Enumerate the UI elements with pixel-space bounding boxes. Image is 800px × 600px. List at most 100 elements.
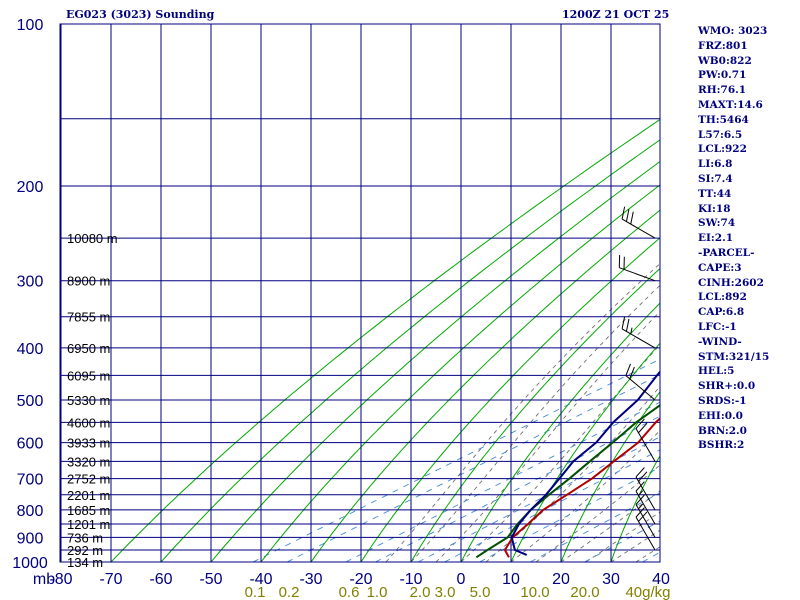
stat-item: LCL:922 — [698, 143, 747, 156]
wind-barb-staff — [621, 218, 656, 239]
height-label: 7855 m — [67, 310, 110, 325]
pressure-tick-label: 400 — [17, 341, 44, 358]
dry-adiabat — [460, 302, 660, 562]
wind-barb-feather — [629, 366, 635, 380]
wind-barb-feather — [625, 363, 632, 376]
stat-item: PW:0.71 — [698, 69, 747, 82]
wind-barb-staff — [625, 375, 656, 401]
dry-adiabat — [210, 160, 660, 562]
stat-item: L57:6.5 — [698, 128, 743, 141]
wind-barb-half-feather — [630, 327, 633, 335]
wind-barb-feather — [638, 511, 648, 522]
temperature-tick-label: 0 — [457, 571, 466, 588]
stat-item: LI:6.8 — [698, 158, 733, 171]
wind-barb-staff — [619, 267, 656, 282]
plot-frame — [59, 23, 661, 563]
stat-item: SW:74 — [698, 217, 736, 230]
wind-barb-half-feather — [638, 503, 644, 510]
stat-item: HEL:5 — [698, 365, 735, 378]
station-title: EG023 (3023) Sounding — [66, 8, 215, 21]
stat-item: FRZ:801 — [698, 39, 748, 52]
height-label: 5330 m — [67, 393, 110, 408]
pressure-tick-label: 800 — [17, 503, 44, 520]
stat-item: BRN:2.0 — [698, 424, 747, 437]
wind-barb-feather — [625, 318, 630, 332]
height-label: 736 m — [67, 530, 103, 545]
temperature-tick-label: 40 — [652, 571, 670, 588]
wind-barb-feather — [638, 422, 648, 434]
wind-barb-feather — [630, 211, 634, 225]
stability-index-panel: WMO: 3023 FRZ:801 WB0:822 PW:0.71 RH:76.1 MAX… — [698, 24, 798, 453]
mixing-ratio-line — [530, 492, 660, 562]
height-label: 1201 m — [67, 517, 110, 532]
wind-barb-staff — [621, 328, 656, 349]
temperature-tick-label: -10 — [399, 571, 422, 588]
stat-item: TH:5464 — [698, 113, 749, 126]
dry-adiabat — [310, 209, 660, 562]
pressure-tick-label: 200 — [17, 179, 44, 196]
wind-barb-staff — [635, 516, 656, 551]
dry-adiabat — [260, 184, 660, 562]
temperature-tick-label: 10 — [502, 571, 520, 588]
stat-item: WB0:822 — [698, 54, 752, 67]
height-label: 3933 m — [67, 436, 110, 451]
mixing-ratio-label: 10.0 — [520, 584, 549, 600]
stat-item: LFC:-1 — [698, 320, 737, 333]
wind-barb — [635, 507, 656, 551]
moist-adiabat — [410, 284, 660, 562]
sounding-datetime: 1200Z 21 OCT 25 — [562, 8, 670, 21]
height-label: 4600 m — [67, 415, 110, 430]
stat-item: SI:7.4 — [698, 172, 733, 185]
pressure-tick-label: 500 — [17, 393, 44, 410]
wind-barb-feather — [621, 316, 626, 330]
wind-barb-staff — [635, 490, 656, 525]
wind-barb — [635, 467, 656, 511]
plot-area — [60, 24, 660, 562]
wind-barb-feather — [635, 467, 645, 478]
mixing-ratio-label: 3.0 — [435, 584, 456, 600]
dry-adiabat — [110, 118, 660, 562]
temperature-tick-label: -60 — [149, 571, 172, 588]
temperature-tick-label: -20 — [349, 571, 372, 588]
height-label: 10080 m — [67, 231, 118, 246]
pressure-tick-label: 100 — [17, 17, 44, 34]
wind-barb — [635, 494, 656, 538]
mixing-ratio-label: 1.0 — [367, 584, 388, 600]
wind-barb-feather — [635, 418, 645, 429]
temperature-tick-label: 20 — [552, 571, 570, 588]
stat-item: STM:321/15 — [698, 350, 770, 363]
stat-item: LCL:892 — [698, 291, 747, 304]
height-label: 134 m — [67, 555, 103, 570]
temperature-tick-label: -30 — [299, 571, 322, 588]
stat-item: MAXT:14.6 — [698, 98, 763, 111]
wind-barb-staff — [635, 476, 656, 511]
dry-adiabat — [360, 237, 660, 562]
height-label: 8900 m — [67, 274, 110, 289]
stat-item: -WIND- — [698, 335, 742, 348]
stat-item: KI:18 — [698, 202, 731, 215]
wind-barb-feather — [625, 209, 630, 222]
pressure-tick-label: 1000 — [12, 555, 48, 572]
mixing-ratio-label: 0.1 — [245, 584, 266, 600]
dry-adiabat — [160, 139, 660, 562]
mixing-ratio-label: 40g/kg — [625, 584, 670, 600]
wind-barb-feather — [635, 494, 645, 505]
wind-barb — [618, 255, 656, 282]
dry-adiabat — [510, 342, 660, 562]
stat-item: BSHR:2 — [698, 439, 745, 452]
stat-item: SRDS:-1 — [698, 394, 747, 407]
height-label: 1685 m — [67, 503, 110, 518]
height-label: 3320 m — [67, 454, 110, 469]
height-label: 6950 m — [67, 341, 110, 356]
wind-barb — [621, 316, 656, 349]
height-label: 2752 m — [67, 472, 110, 487]
mixing-ratio-label: 20.0 — [570, 584, 599, 600]
temperature-tick-label: -40 — [249, 571, 272, 588]
stat-item: EI:2.1 — [698, 232, 734, 245]
wind-barb — [625, 363, 656, 401]
moist-adiabat — [435, 310, 660, 562]
wind-barb — [635, 481, 656, 525]
dry-adiabat — [610, 454, 660, 562]
stat-item: CAP:6.8 — [698, 306, 745, 319]
